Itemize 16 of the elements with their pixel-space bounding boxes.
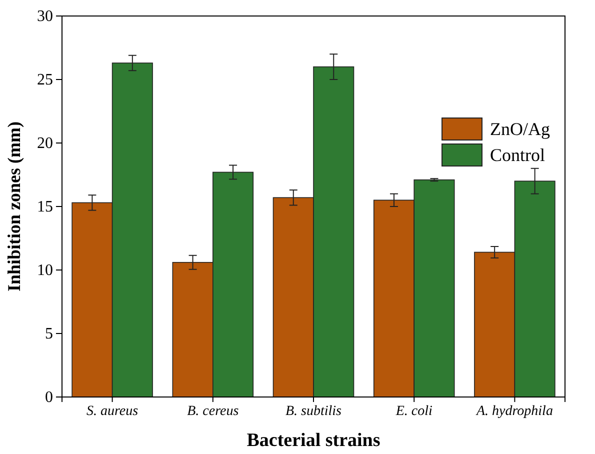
x-tick-label: A. hydrophila [475, 404, 553, 419]
y-tick-label: 10 [37, 262, 53, 280]
y-tick-label: 0 [45, 389, 53, 406]
legend-label: Control [490, 145, 546, 165]
x-tick-label: S. aureus [86, 404, 139, 419]
x-tick-label: E. coli [394, 404, 432, 419]
y-tick-label: 30 [37, 8, 53, 26]
y-tick-label: 15 [37, 198, 53, 216]
y-axis-title: Inhibition zones (mm) [4, 121, 24, 292]
y-tick-label: 25 [37, 72, 53, 89]
x-tick-label: B. cereus [187, 404, 240, 419]
y-tick-label: 20 [37, 135, 53, 152]
x-axis-title: Bacterial strains [246, 430, 380, 451]
y-tick-label: 5 [45, 326, 53, 343]
x-tick-label: B. subtilis [285, 404, 342, 419]
legend-label: ZnO/Ag [490, 119, 550, 139]
